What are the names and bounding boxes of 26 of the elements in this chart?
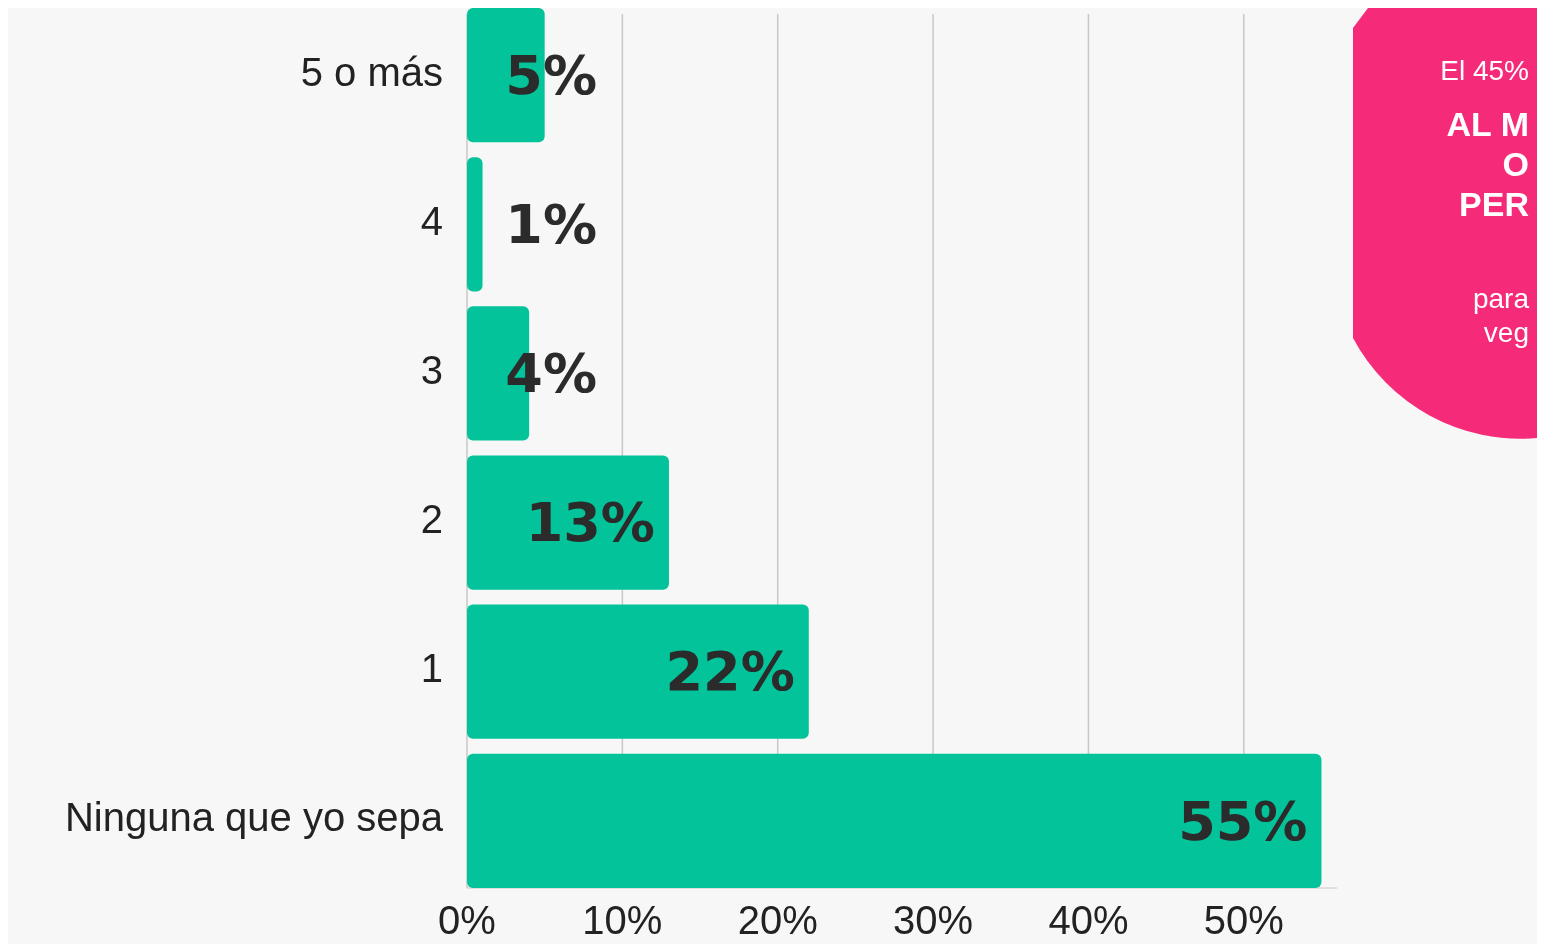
data-label: 13% (525, 491, 655, 555)
y-tick-label: Ninguna que yo sepa (64, 795, 444, 840)
x-tick-label: 30% (893, 898, 974, 942)
x-tick-label: 40% (1048, 898, 1129, 942)
data-label: 22% (665, 640, 795, 704)
bar (467, 753, 1322, 888)
y-tick-label: 1 (420, 646, 443, 691)
y-tick-label: 2 (420, 497, 443, 542)
data-label: 55% (1178, 789, 1308, 853)
text: AL M (1446, 105, 1529, 143)
y-tick-label: 5 o más (300, 49, 443, 94)
bar (467, 604, 809, 739)
text: veg (1483, 317, 1529, 348)
y-tick-label: 4 (420, 198, 443, 243)
x-tick-label: 0% (438, 898, 496, 942)
x-tick-label: 20% (737, 898, 818, 942)
data-label: 1% (505, 192, 597, 256)
text: PER (1459, 185, 1529, 223)
text: El 45% (1440, 55, 1529, 86)
y-tick-label: 3 (420, 347, 443, 392)
x-tick-label: 10% (582, 898, 663, 942)
bar (467, 455, 669, 590)
bar (467, 157, 483, 292)
text: O (1502, 145, 1529, 183)
x-tick-label: 50% (1203, 898, 1284, 942)
text: para (1472, 283, 1530, 314)
